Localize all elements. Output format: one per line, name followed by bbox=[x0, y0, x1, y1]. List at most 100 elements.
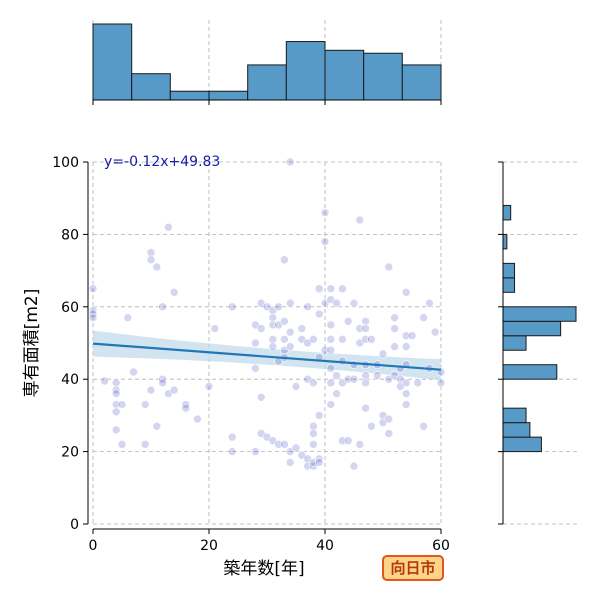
data-point-7 bbox=[111, 389, 121, 398]
data-point-30 bbox=[181, 403, 191, 413]
data-point-108 bbox=[338, 335, 347, 344]
data-point-33 bbox=[210, 324, 220, 333]
data-point-27 bbox=[169, 288, 179, 297]
data-point-25 bbox=[164, 222, 173, 232]
x-hist-bar-1 bbox=[131, 73, 171, 101]
data-point-115 bbox=[349, 298, 359, 308]
y-hist-bar-5 bbox=[502, 436, 542, 453]
confidence-band-area bbox=[93, 330, 441, 381]
x-tick-label-1: 20 bbox=[200, 538, 218, 554]
data-point-100 bbox=[326, 345, 336, 355]
data-point-102 bbox=[326, 378, 336, 388]
data-point-22 bbox=[158, 302, 167, 312]
data-point-16 bbox=[140, 440, 150, 449]
data-point-24 bbox=[158, 378, 167, 388]
data-point-150 bbox=[401, 342, 411, 351]
data-point-161 bbox=[430, 327, 440, 337]
data-point-106 bbox=[332, 389, 341, 398]
x-hist-bar-6 bbox=[324, 49, 365, 101]
data-point-48 bbox=[268, 313, 278, 322]
data-point-80 bbox=[309, 378, 318, 388]
data-point-38 bbox=[251, 338, 260, 348]
x-tick-label-3: 60 bbox=[432, 538, 450, 554]
x-hist-bar-3 bbox=[208, 90, 249, 101]
data-point-159 bbox=[425, 298, 434, 308]
data-point-112 bbox=[343, 316, 353, 326]
scatter-points bbox=[88, 157, 446, 471]
data-point-70 bbox=[291, 443, 301, 453]
data-point-3 bbox=[88, 313, 98, 322]
y-hist-bar-13 bbox=[502, 320, 562, 337]
y-hist-bar-17 bbox=[502, 262, 516, 279]
data-point-42 bbox=[256, 324, 266, 333]
data-point-83 bbox=[309, 440, 318, 449]
data-point-58 bbox=[280, 316, 289, 326]
grid-lines bbox=[92, 20, 580, 525]
x-hist-bar-5 bbox=[285, 41, 326, 101]
data-point-119 bbox=[355, 215, 365, 225]
data-point-117 bbox=[349, 374, 359, 384]
regression-line-group bbox=[92, 342, 442, 371]
data-point-21 bbox=[152, 421, 162, 431]
data-point-134 bbox=[378, 349, 388, 359]
data-point-140 bbox=[384, 429, 394, 438]
y-hist-bar-14 bbox=[502, 306, 577, 322]
data-point-79 bbox=[309, 335, 318, 344]
data-point-104 bbox=[332, 298, 341, 308]
tick-labels: 0 20 40 60 0 20 40 60 80 100 bbox=[52, 155, 450, 554]
data-point-9 bbox=[111, 407, 121, 417]
data-point-29 bbox=[181, 400, 191, 409]
data-point-103 bbox=[326, 400, 336, 409]
data-point-96 bbox=[326, 284, 336, 294]
data-point-122 bbox=[355, 440, 365, 449]
data-point-64 bbox=[285, 298, 295, 308]
data-point-19 bbox=[146, 385, 156, 395]
data-point-62 bbox=[280, 440, 289, 449]
data-point-2 bbox=[88, 309, 98, 319]
x-tick-label-2: 40 bbox=[316, 538, 334, 554]
data-point-93 bbox=[320, 237, 330, 246]
y-hist-bar-6 bbox=[502, 422, 531, 438]
data-point-131 bbox=[367, 421, 376, 431]
confidence-band bbox=[93, 330, 441, 381]
data-point-20 bbox=[152, 262, 162, 272]
data-point-71 bbox=[297, 324, 307, 333]
data-point-130 bbox=[367, 335, 376, 344]
data-point-107 bbox=[338, 284, 347, 294]
data-point-63 bbox=[285, 157, 295, 167]
data-point-57 bbox=[280, 255, 289, 265]
y-tick-label-3: 60 bbox=[61, 300, 79, 316]
data-point-89 bbox=[314, 411, 324, 420]
y-tick-label-4: 80 bbox=[61, 227, 79, 243]
data-point-87 bbox=[314, 309, 324, 319]
data-point-143 bbox=[390, 342, 399, 351]
data-point-17 bbox=[146, 248, 156, 257]
y-tick-label-5: 100 bbox=[52, 155, 79, 171]
data-point-13 bbox=[123, 313, 133, 322]
data-point-123 bbox=[361, 316, 370, 326]
data-point-11 bbox=[117, 440, 127, 449]
data-point-137 bbox=[384, 262, 394, 272]
data-point-18 bbox=[146, 255, 156, 265]
data-point-23 bbox=[158, 374, 167, 384]
y-tick-label-2: 40 bbox=[61, 372, 79, 388]
data-point-153 bbox=[401, 389, 411, 398]
data-point-66 bbox=[285, 342, 295, 351]
y-tick-label-1: 20 bbox=[61, 445, 79, 461]
data-point-91 bbox=[314, 458, 324, 467]
data-point-39 bbox=[251, 364, 260, 373]
y-hist-bar-21 bbox=[502, 204, 512, 221]
data-point-101 bbox=[326, 364, 336, 373]
data-point-86 bbox=[314, 284, 324, 294]
data-point-133 bbox=[372, 371, 382, 380]
data-point-157 bbox=[419, 313, 428, 322]
axes bbox=[83, 99, 504, 534]
data-point-1 bbox=[88, 306, 98, 315]
data-point-155 bbox=[407, 331, 417, 341]
data-point-36 bbox=[227, 447, 237, 456]
data-point-118 bbox=[349, 461, 359, 471]
data-point-10 bbox=[111, 425, 121, 435]
data-point-67 bbox=[285, 458, 295, 467]
data-point-99 bbox=[326, 335, 336, 344]
